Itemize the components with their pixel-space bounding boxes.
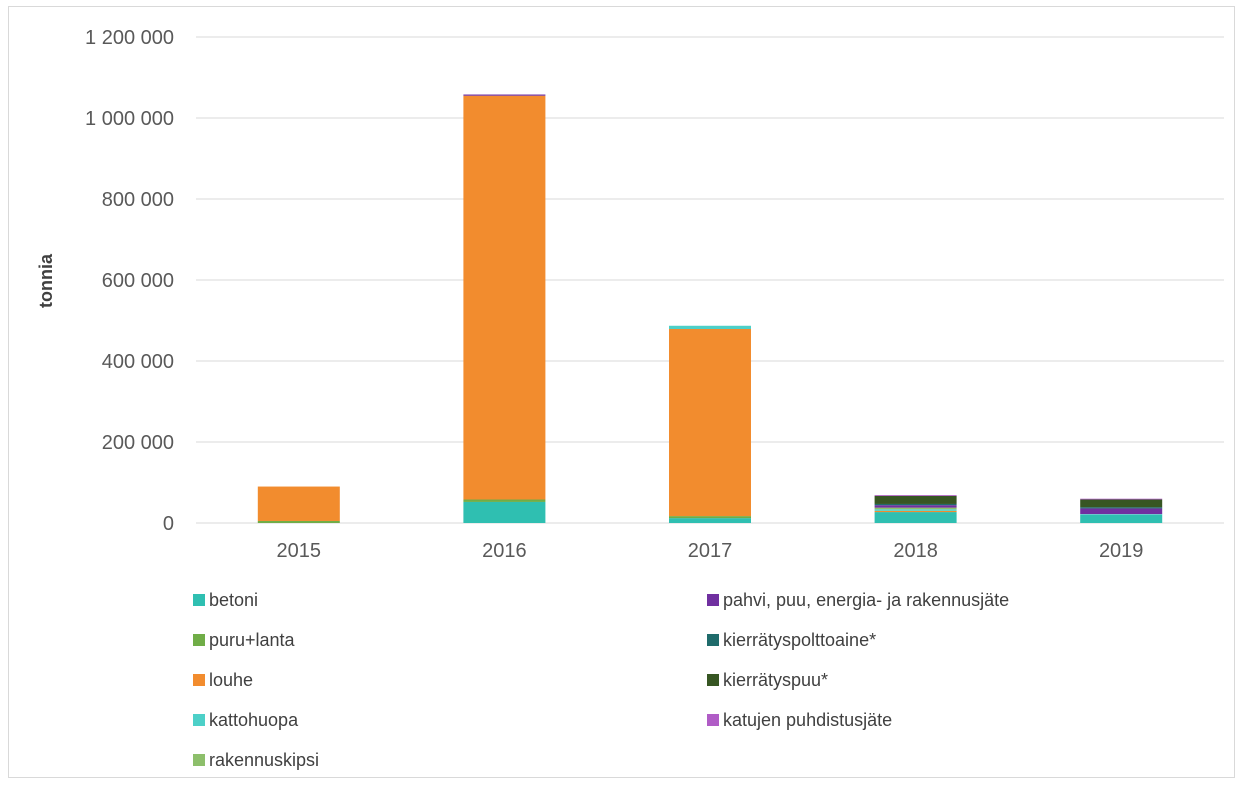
bar-2019-pahvi-puu-energia-ja-rakennusj-te <box>1080 508 1163 515</box>
bar-2017-kattohuopa <box>669 325 751 330</box>
legend-swatch <box>193 754 205 766</box>
legend-item: betoni <box>193 590 258 610</box>
gridlines <box>196 36 1224 524</box>
legend-label: katujen puhdistusjäte <box>723 710 892 730</box>
legend-swatch <box>707 714 719 726</box>
bar-2019-kierr-tyspuu <box>1080 499 1163 508</box>
bar-2016-louhe <box>463 95 546 500</box>
legend-item: kattohuopa <box>193 710 299 730</box>
bar-2016-betoni <box>463 501 546 523</box>
bar-2019-kattohuopa <box>1080 514 1163 515</box>
bar-2019-kierr-tyspolttoaine <box>1080 507 1163 509</box>
bar-2018-louhe <box>874 510 957 513</box>
legend: betoni pahvi, puu, energia- ja rakennusjä… <box>193 590 1009 770</box>
x-tick-label: 2015 <box>277 540 322 562</box>
bar-2018-pahvi-puu-energia-ja-rakennusj-te <box>874 505 957 508</box>
bar-2017-puru-lanta <box>669 516 751 519</box>
legend-label: kierrätyspuu* <box>723 670 828 690</box>
bar-2018-kierr-tyspolttoaine <box>874 503 957 506</box>
y-tick-label: 0 <box>163 513 174 535</box>
y-tick-label: 600 000 <box>102 270 174 292</box>
bar-2018-kierr-tyspuu <box>874 495 957 504</box>
y-tick-label: 1 200 000 <box>85 27 174 49</box>
bar-2017-betoni <box>669 518 751 523</box>
bar-2018-rakennuskipsi <box>874 507 957 510</box>
y-tick-label: 1 000 000 <box>85 108 174 130</box>
bar-2019-katujen-puhdistusj-te <box>1080 498 1163 500</box>
legend-swatch <box>707 594 719 606</box>
legend-label: kierrätyspolttoaine* <box>723 630 876 650</box>
y-tick-label: 800 000 <box>102 189 174 211</box>
legend-label: rakennuskipsi <box>209 750 319 770</box>
legend-swatch <box>193 714 205 726</box>
legend-item: kierrätyspolttoaine* <box>707 630 876 650</box>
bar-2018-betoni <box>874 512 957 523</box>
legend-item: puru+lanta <box>193 630 296 650</box>
legend-swatch <box>193 634 205 646</box>
x-tick-label: 2018 <box>893 540 938 562</box>
legend-swatch <box>707 674 719 686</box>
legend-item: katujen puhdistusjäte <box>707 710 892 730</box>
legend-label: pahvi, puu, energia- ja rakennusjäte <box>723 590 1009 610</box>
legend-swatch <box>193 674 205 686</box>
bar-2016-puru-lanta <box>463 499 546 502</box>
chart-frame <box>8 6 1235 778</box>
legend-label: betoni <box>209 590 258 610</box>
bar-2018-kattohuopa <box>874 509 957 511</box>
bar-2019-betoni <box>1080 514 1163 523</box>
legend-item: pahvi, puu, energia- ja rakennusjäte <box>707 590 1009 610</box>
y-tick-label: 400 000 <box>102 351 174 373</box>
x-axis-ticks: 2015 2016 2017 2018 2019 <box>277 540 1144 562</box>
bar-2015-louhe <box>257 486 340 521</box>
legend-label: kattohuopa <box>209 710 299 730</box>
y-axis-label: tonnia <box>36 253 56 308</box>
legend-label: louhe <box>209 670 253 690</box>
x-tick-label: 2017 <box>688 540 733 562</box>
legend-item: kierrätyspuu* <box>707 670 828 690</box>
y-tick-label: 200 000 <box>102 432 174 454</box>
bar-2016-pahvi-puu-energia-ja-rakennusj-te <box>463 94 546 96</box>
bar-2018-katujen-puhdistusj-te <box>874 495 957 496</box>
legend-swatch <box>707 634 719 646</box>
bar-2015-puru-lanta <box>257 520 340 523</box>
bars <box>257 94 1163 523</box>
legend-item: rakennuskipsi <box>193 750 319 770</box>
legend-item: louhe <box>193 670 253 690</box>
y-axis-ticks: 0 200 000 400 000 600 000 800 000 1 000 000 1 … <box>85 27 174 535</box>
x-tick-label: 2016 <box>482 540 527 562</box>
legend-label: puru+lanta <box>209 630 296 650</box>
bar-2017-louhe <box>669 329 751 517</box>
legend-swatch <box>193 594 205 606</box>
x-tick-label: 2019 <box>1099 540 1144 562</box>
